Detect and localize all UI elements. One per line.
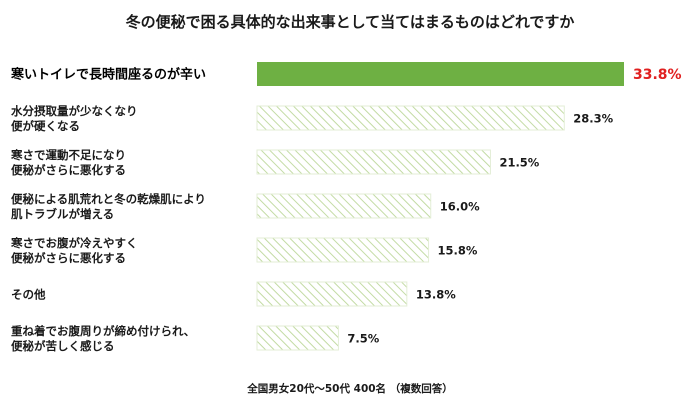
value-label: 21.5% <box>499 156 539 170</box>
category-label: その他 <box>11 288 46 302</box>
bar <box>256 193 432 219</box>
value-label: 16.0% <box>440 200 480 214</box>
category-label: 便秘がさらに悪化する <box>11 163 126 177</box>
category-label: 寒いトイレで長時間座るのが辛い <box>10 67 206 83</box>
category-label: 水分摂取量が少なくなり <box>11 104 138 118</box>
category-label: 寒さでお腹が冷えやすく <box>10 236 138 250</box>
value-label: 7.5% <box>347 332 379 346</box>
category-label: 便秘による肌荒れと冬の乾燥肌により <box>11 192 206 206</box>
category-label: 寒さで運動不足になり <box>10 148 126 162</box>
value-label: 28.3% <box>573 112 613 126</box>
chart-title: 冬の便秘で困る具体的な出来事として当てはまるものはどれですか <box>126 13 575 31</box>
bar <box>256 237 430 263</box>
category-label: 便秘がさらに悪化する <box>11 251 126 265</box>
bar <box>256 281 408 307</box>
bar-highlight <box>257 62 624 86</box>
category-label: 便が硬くなる <box>11 119 80 133</box>
value-label: 33.8% <box>633 67 682 83</box>
value-label: 13.8% <box>416 288 456 302</box>
category-label: 肌トラブルが増える <box>11 207 114 221</box>
chart-footnote: 全国男女20代～50代 400名 （複数回答） <box>246 382 452 395</box>
bar <box>256 325 339 351</box>
bar <box>256 105 565 131</box>
category-label: 便秘が苦しく感じる <box>11 339 115 353</box>
category-label: 重ね着でお腹周りが締め付けられ、 <box>11 324 195 338</box>
bar <box>256 149 491 175</box>
value-label: 15.8% <box>438 244 478 258</box>
